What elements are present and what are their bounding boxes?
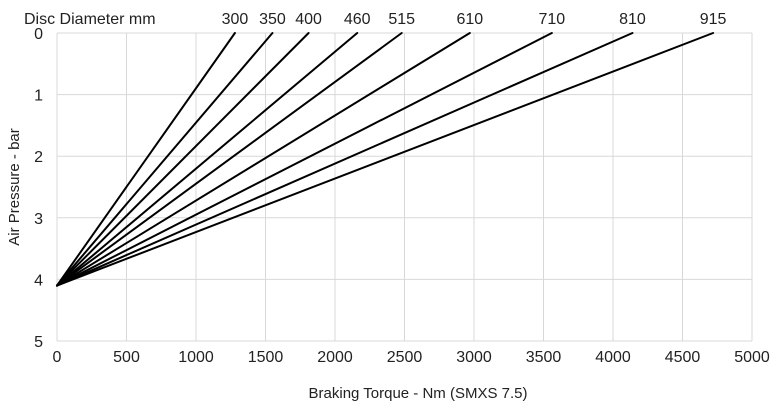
series-label-300: 300 (222, 11, 249, 28)
y-tick-label-1: 1 (34, 88, 43, 105)
x-tick-label-3: 1500 (248, 349, 284, 366)
y-tick-label-5: 5 (34, 334, 43, 351)
x-tick-label-5: 2500 (387, 349, 423, 366)
y-tick-label-3: 3 (34, 211, 43, 228)
series-label-400: 400 (295, 11, 322, 28)
legend-title: Disc Diameter mm (24, 11, 156, 28)
series-line-400 (56, 32, 310, 287)
x-tick-label-4: 2000 (317, 349, 353, 366)
series-label-515: 515 (388, 11, 415, 28)
series-label-915: 915 (700, 11, 727, 28)
series-label-810: 810 (619, 11, 646, 28)
x-tick-label-6: 3000 (456, 349, 492, 366)
x-tick-label-0: 0 (53, 349, 62, 366)
series-label-350: 350 (259, 11, 286, 28)
x-tick-label-7: 3500 (526, 349, 562, 366)
y-axis-title: Air Pressure - bar (6, 128, 23, 246)
y-tick-label-4: 4 (34, 272, 43, 289)
series-label-460: 460 (344, 11, 371, 28)
tick-layer: 0 500 1000 1500 2000 2500 3000 3500 4000 4500 5000… (34, 26, 770, 366)
series-line-300 (56, 32, 236, 287)
series-line-710 (56, 32, 553, 287)
x-axis-title: Braking Torque - Nm (SMXS 7.5) (309, 385, 528, 402)
x-tick-label-2: 1000 (178, 349, 214, 366)
x-tick-label-9: 4500 (665, 349, 701, 366)
series-label-610: 610 (456, 11, 483, 28)
series-line-810 (56, 32, 634, 287)
grid-layer (56, 32, 753, 342)
x-tick-label-10: 5000 (734, 349, 770, 366)
series-line-515 (56, 32, 403, 287)
series-label-710: 710 (538, 11, 565, 28)
series-line-350 (56, 32, 274, 287)
y-tick-label-2: 2 (34, 149, 43, 166)
series-line-460 (56, 32, 359, 287)
x-tick-label-8: 4000 (595, 349, 631, 366)
series-line-915 (56, 32, 715, 287)
y-tick-label-0: 0 (34, 26, 43, 43)
series-line-610 (56, 32, 471, 287)
x-tick-label-1: 500 (113, 349, 140, 366)
series-layer: 300 350 400 460 515 610 710 810 915 (56, 11, 727, 287)
